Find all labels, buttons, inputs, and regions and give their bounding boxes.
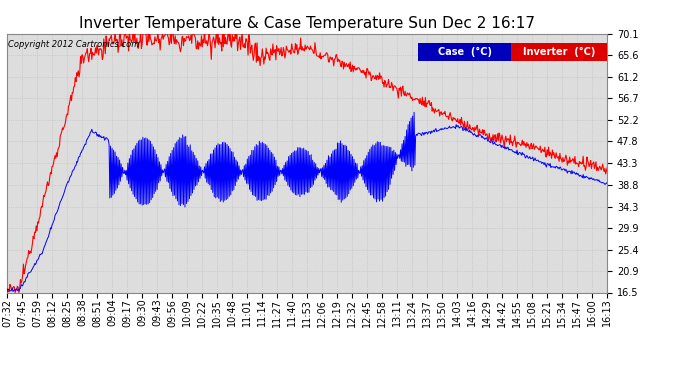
Bar xyxy=(418,43,511,61)
Bar xyxy=(511,43,607,61)
Text: Inverter  (°C): Inverter (°C) xyxy=(523,47,595,57)
Text: Copyright 2012 Cartronics.com: Copyright 2012 Cartronics.com xyxy=(8,40,139,49)
Title: Inverter Temperature & Case Temperature Sun Dec 2 16:17: Inverter Temperature & Case Temperature … xyxy=(79,16,535,31)
Text: Case  (°C): Case (°C) xyxy=(437,47,492,57)
